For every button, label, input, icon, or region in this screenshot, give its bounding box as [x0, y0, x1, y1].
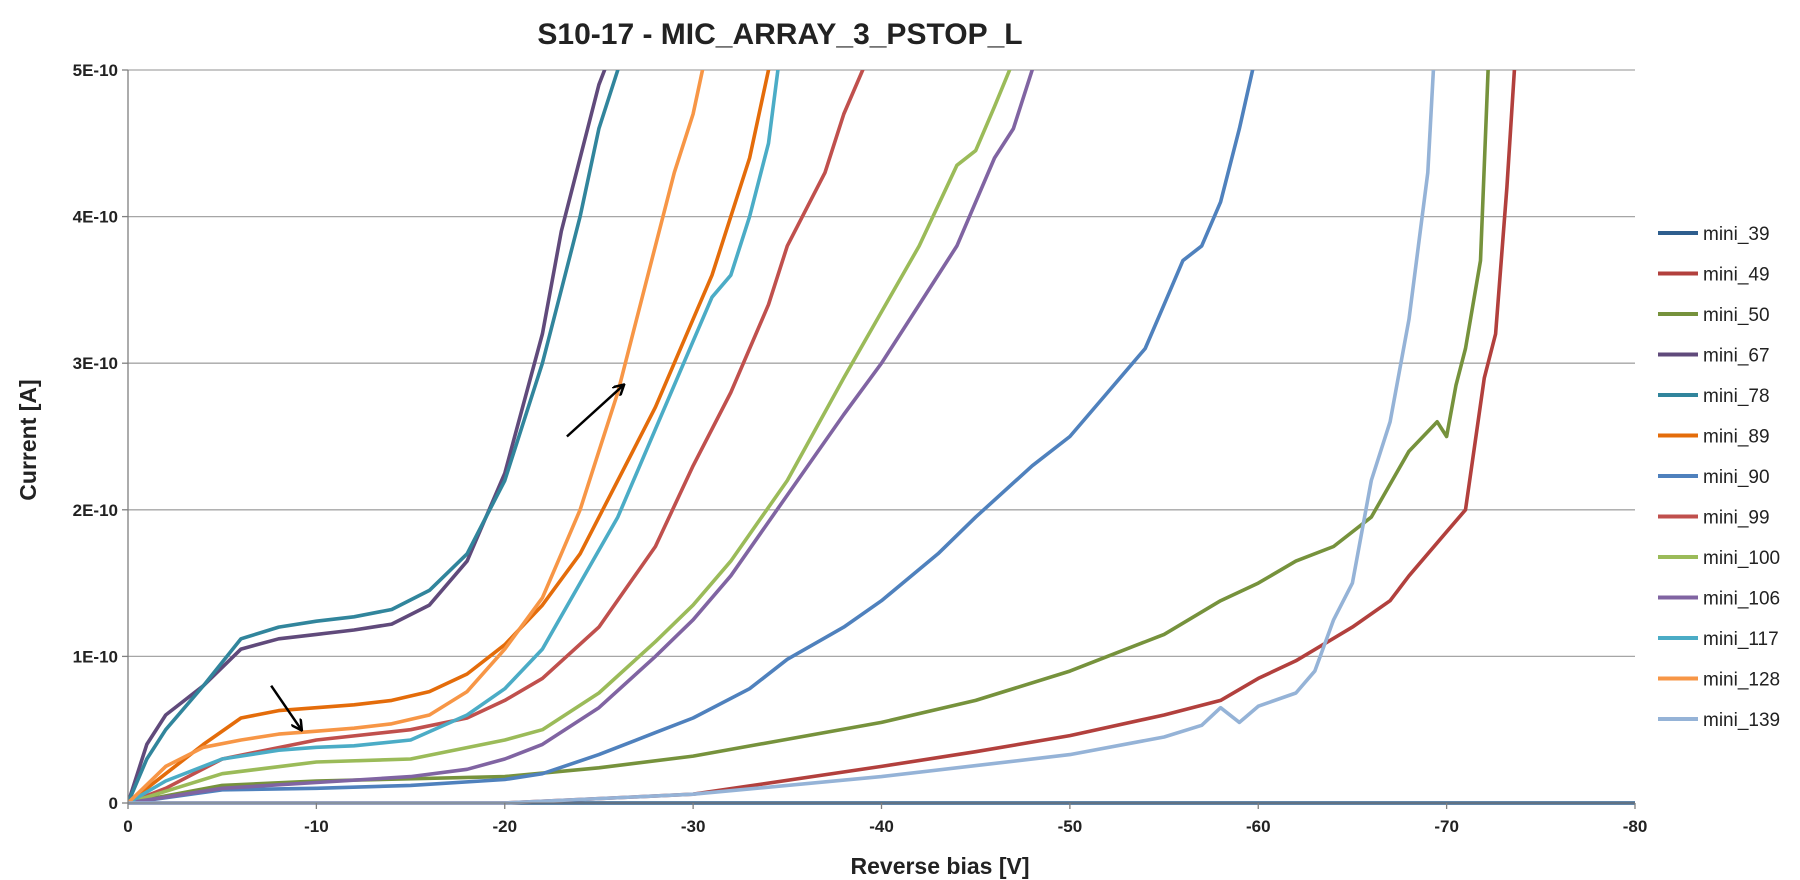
series-line-mini_100 — [128, 70, 1012, 805]
legend-entry-mini_117: mini_117 — [1703, 629, 1779, 650]
series-line-mini_90 — [128, 70, 1255, 805]
annotation-arrow — [566, 385, 624, 438]
annotation-arrow — [270, 685, 301, 730]
series-line-mini_49 — [128, 70, 1517, 805]
series-lines — [128, 70, 1635, 805]
legend-entry-mini_39: mini_39 — [1703, 224, 1770, 245]
annotations — [270, 385, 624, 730]
x-tick-label: -30 — [681, 817, 706, 836]
x-axis-label: Reverse bias [V] — [851, 853, 1030, 879]
legend-entry-mini_78: mini_78 — [1703, 386, 1770, 407]
legend-entry-mini_67: mini_67 — [1703, 346, 1770, 367]
chart-title: S10-17 - MIC_ARRAY_3_PSTOP_L — [537, 18, 1022, 51]
x-tick-label: -70 — [1434, 817, 1459, 836]
series-line-mini_78 — [128, 70, 620, 805]
legend-entry-mini_50: mini_50 — [1703, 305, 1770, 326]
y-tick-label: 3E-10 — [73, 354, 118, 373]
legend-entry-mini_128: mini_128 — [1703, 670, 1780, 691]
legend-entry-mini_100: mini_100 — [1703, 548, 1780, 569]
x-tick-label: -50 — [1058, 817, 1083, 836]
x-tick-label: -60 — [1246, 817, 1271, 836]
y-tick-label: 5E-10 — [73, 61, 118, 80]
series-line-mini_139 — [128, 70, 1436, 805]
axes: 0 1E-10 2E-10 3E-10 4E-10 5E-10 0 -10 -20 -30 -40 -… — [73, 61, 1648, 836]
legend-entry-mini_139: mini_139 — [1703, 710, 1780, 731]
series-line-mini_106 — [128, 70, 1034, 805]
series-line-mini_117 — [128, 70, 780, 805]
x-tick-label: 0 — [123, 817, 132, 836]
legend-entry-mini_106: mini_106 — [1703, 589, 1780, 610]
legend-entry-mini_49: mini_49 — [1703, 265, 1770, 286]
series-line-mini_50 — [128, 70, 1490, 805]
x-tick-label: -80 — [1623, 817, 1648, 836]
y-axis-label: Current [A] — [15, 379, 41, 500]
legend-entry-mini_89: mini_89 — [1703, 427, 1770, 448]
y-tick-label: 1E-10 — [73, 647, 118, 666]
x-tick-label: -10 — [304, 817, 329, 836]
legend: mini_39 mini_49 mini_50 mini_67 mini_78 mini_… — [1658, 224, 1780, 731]
y-tick-label: 0 — [109, 794, 118, 813]
series-line-mini_99 — [128, 70, 865, 805]
y-tick-label: 2E-10 — [73, 501, 118, 520]
legend-entry-mini_99: mini_99 — [1703, 508, 1770, 529]
legend-entry-mini_90: mini_90 — [1703, 467, 1770, 488]
series-line-mini_89 — [128, 70, 771, 805]
y-tick-label: 4E-10 — [73, 208, 118, 227]
x-tick-label: -40 — [869, 817, 894, 836]
series-line-mini_67 — [128, 70, 607, 805]
series-line-mini_128 — [128, 70, 705, 805]
x-tick-label: -20 — [492, 817, 517, 836]
